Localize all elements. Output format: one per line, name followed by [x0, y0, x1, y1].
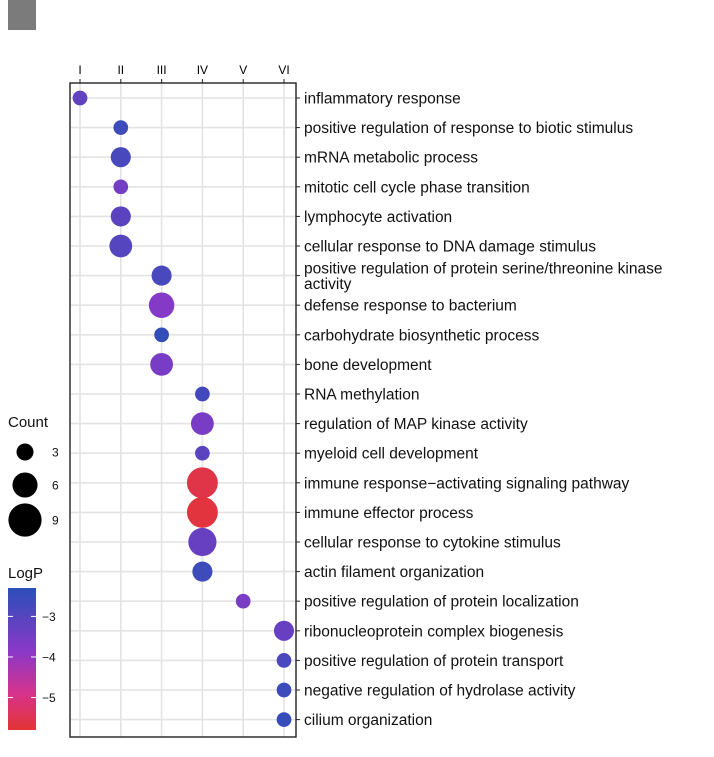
- data-point: [276, 682, 292, 698]
- panel-border: [69, 82, 297, 738]
- data-point: [276, 712, 292, 727]
- logp-colorbar: [8, 588, 36, 730]
- y-tick-label: mitotic cell cycle phase transition: [304, 179, 530, 196]
- y-tick-label: cellular response to cytokine stimulus: [304, 535, 561, 552]
- label-line: activity: [304, 276, 352, 293]
- count-legend-title: Count: [8, 414, 49, 431]
- x-tick-label: VI: [278, 63, 289, 77]
- logp-tick-label: −4: [42, 650, 56, 664]
- y-tick-label: negative regulation of hydrolase activit…: [304, 683, 576, 700]
- x-tick-label: I: [78, 63, 81, 77]
- data-point: [154, 327, 169, 343]
- data-point: [109, 234, 133, 258]
- data-point: [276, 653, 292, 668]
- label-line: positive regulation of protein serine/th…: [304, 261, 662, 278]
- data-point: [150, 353, 174, 376]
- data-point: [110, 206, 131, 227]
- legends: Count 3 6 9 LogP −3 −4 −5: [8, 414, 59, 730]
- logp-tick-label: −3: [42, 610, 56, 624]
- y-tick-label: inflammatory response: [304, 91, 461, 108]
- data-point: [192, 561, 213, 582]
- y-tick-label: carbohydrate biosynthetic process: [304, 327, 539, 344]
- count-legend-label: 6: [52, 479, 59, 493]
- data-point: [191, 412, 214, 435]
- y-tick-label: positive regulation of protein serine/th…: [304, 261, 662, 294]
- y-tick-label: bone development: [304, 357, 432, 374]
- y-tick-label: immune effector process: [304, 505, 474, 522]
- y-tick-label: defense response to bacterium: [304, 298, 517, 315]
- data-point: [113, 120, 129, 135]
- y-tick-label: positive regulation of protein transport: [304, 653, 564, 670]
- data-point: [195, 386, 210, 402]
- y-tick-label: positive regulation of response to bioti…: [304, 120, 633, 137]
- y-tick-label: ribonucleoprotein complex biogenesis: [304, 623, 564, 640]
- data-points: [72, 90, 295, 727]
- data-point: [188, 527, 217, 557]
- count-legend-dot: [8, 503, 42, 537]
- logp-tick-label: −5: [42, 691, 56, 705]
- data-point: [113, 179, 129, 195]
- y-tick-label: cilium organization: [304, 712, 432, 729]
- count-legend-dot: [12, 472, 38, 498]
- x-tick-label: III: [157, 63, 167, 77]
- count-legend-label: 9: [52, 514, 59, 528]
- data-point: [110, 147, 131, 168]
- data-point: [72, 90, 88, 106]
- y-tick-label: cellular response to DNA damage stimulus: [304, 239, 596, 256]
- data-point: [186, 467, 218, 499]
- data-point: [195, 445, 210, 461]
- y-tick-label: myeloid cell development: [304, 446, 479, 463]
- data-point: [186, 496, 218, 528]
- data-point: [148, 292, 175, 318]
- y-tick-label: mRNA metabolic process: [304, 150, 478, 167]
- y-tick-label: immune response−activating signaling pat…: [304, 475, 630, 492]
- x-tick-label: II: [117, 63, 124, 77]
- y-tick-label: positive regulation of protein localizat…: [304, 594, 579, 611]
- data-point: [235, 593, 251, 609]
- grid-lines: [70, 83, 296, 737]
- y-tick-label: RNA methylation: [304, 387, 419, 404]
- count-legend-dot: [16, 443, 34, 461]
- y-tick-label: actin filament organization: [304, 564, 484, 581]
- data-point: [151, 265, 172, 286]
- corner-swatch: [8, 0, 36, 30]
- x-tick-label: IV: [197, 63, 208, 77]
- count-legend-label: 3: [52, 446, 59, 460]
- y-tick-label: regulation of MAP kinase activity: [304, 416, 528, 433]
- data-point: [273, 620, 295, 641]
- x-tick-label: V: [239, 63, 247, 77]
- y-tick-label: lymphocyte activation: [304, 209, 452, 226]
- logp-legend-title: LogP: [8, 565, 43, 582]
